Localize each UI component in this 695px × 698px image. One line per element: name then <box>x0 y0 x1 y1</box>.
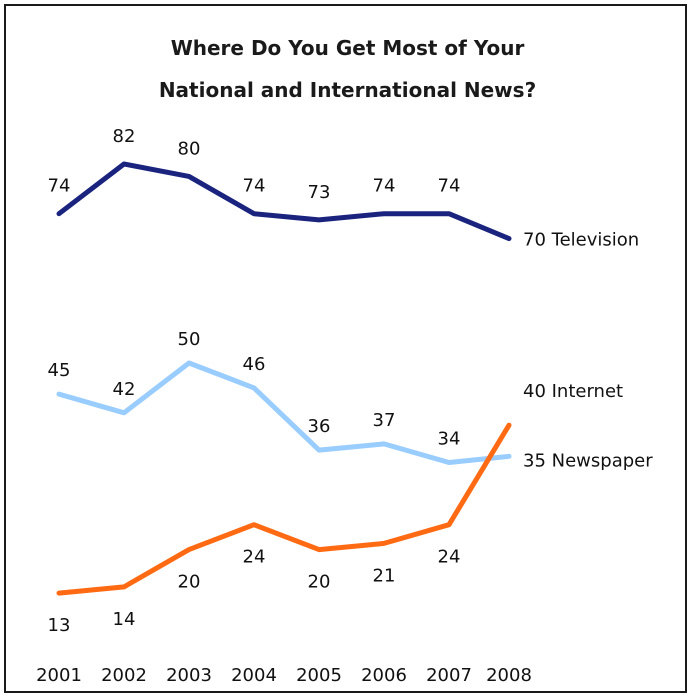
x-tick-label-2002: 2002 <box>101 665 147 686</box>
series-line-internet <box>56 422 512 596</box>
data-label-internet-2001: 13 <box>48 615 71 636</box>
chart-frame <box>4 4 687 693</box>
data-label-television-2001: 74 <box>48 176 71 197</box>
data-label-internet-2002: 14 <box>113 609 136 630</box>
data-label-newspaper-2003: 50 <box>178 329 201 350</box>
data-label-internet-2005: 20 <box>308 572 331 593</box>
x-tick-label-2004: 2004 <box>231 665 277 686</box>
x-tick-label-2007: 2007 <box>426 665 472 686</box>
end-label-television: 70 Television <box>523 230 639 251</box>
data-label-newspaper-2007: 34 <box>438 429 461 450</box>
data-label-newspaper-2002: 42 <box>113 379 136 400</box>
chart-title-line-2: National and International News? <box>158 78 537 102</box>
series-line-television <box>56 161 512 242</box>
data-label-television-2004: 74 <box>243 176 266 197</box>
x-tick-label-2005: 2005 <box>296 665 342 686</box>
data-label-internet-2007: 24 <box>438 547 461 568</box>
x-tick-label-2008: 2008 <box>486 665 532 686</box>
data-label-television-2005: 73 <box>308 182 331 203</box>
end-label-newspaper: 35 Newspaper <box>523 450 653 471</box>
end-label-internet: 40 Internet <box>523 381 623 402</box>
x-tick-label-2006: 2006 <box>361 665 407 686</box>
series-line-newspaper <box>56 360 512 465</box>
chart-title-line-1: Where Do You Get Most of Your <box>170 36 525 60</box>
data-label-newspaper-2006: 37 <box>373 410 396 431</box>
data-label-internet-2003: 20 <box>178 572 201 593</box>
data-label-internet-2006: 21 <box>373 565 396 586</box>
data-label-television-2003: 80 <box>178 138 201 159</box>
data-label-newspaper-2001: 45 <box>48 360 71 381</box>
data-label-television-2002: 82 <box>113 126 136 147</box>
x-tick-label-2001: 2001 <box>36 665 82 686</box>
data-label-newspaper-2004: 46 <box>243 354 266 375</box>
x-tick-label-2003: 2003 <box>166 665 212 686</box>
data-label-newspaper-2005: 36 <box>308 416 331 437</box>
data-label-internet-2004: 24 <box>243 547 266 568</box>
data-label-television-2006: 74 <box>373 176 396 197</box>
data-label-television-2007: 74 <box>438 176 461 197</box>
